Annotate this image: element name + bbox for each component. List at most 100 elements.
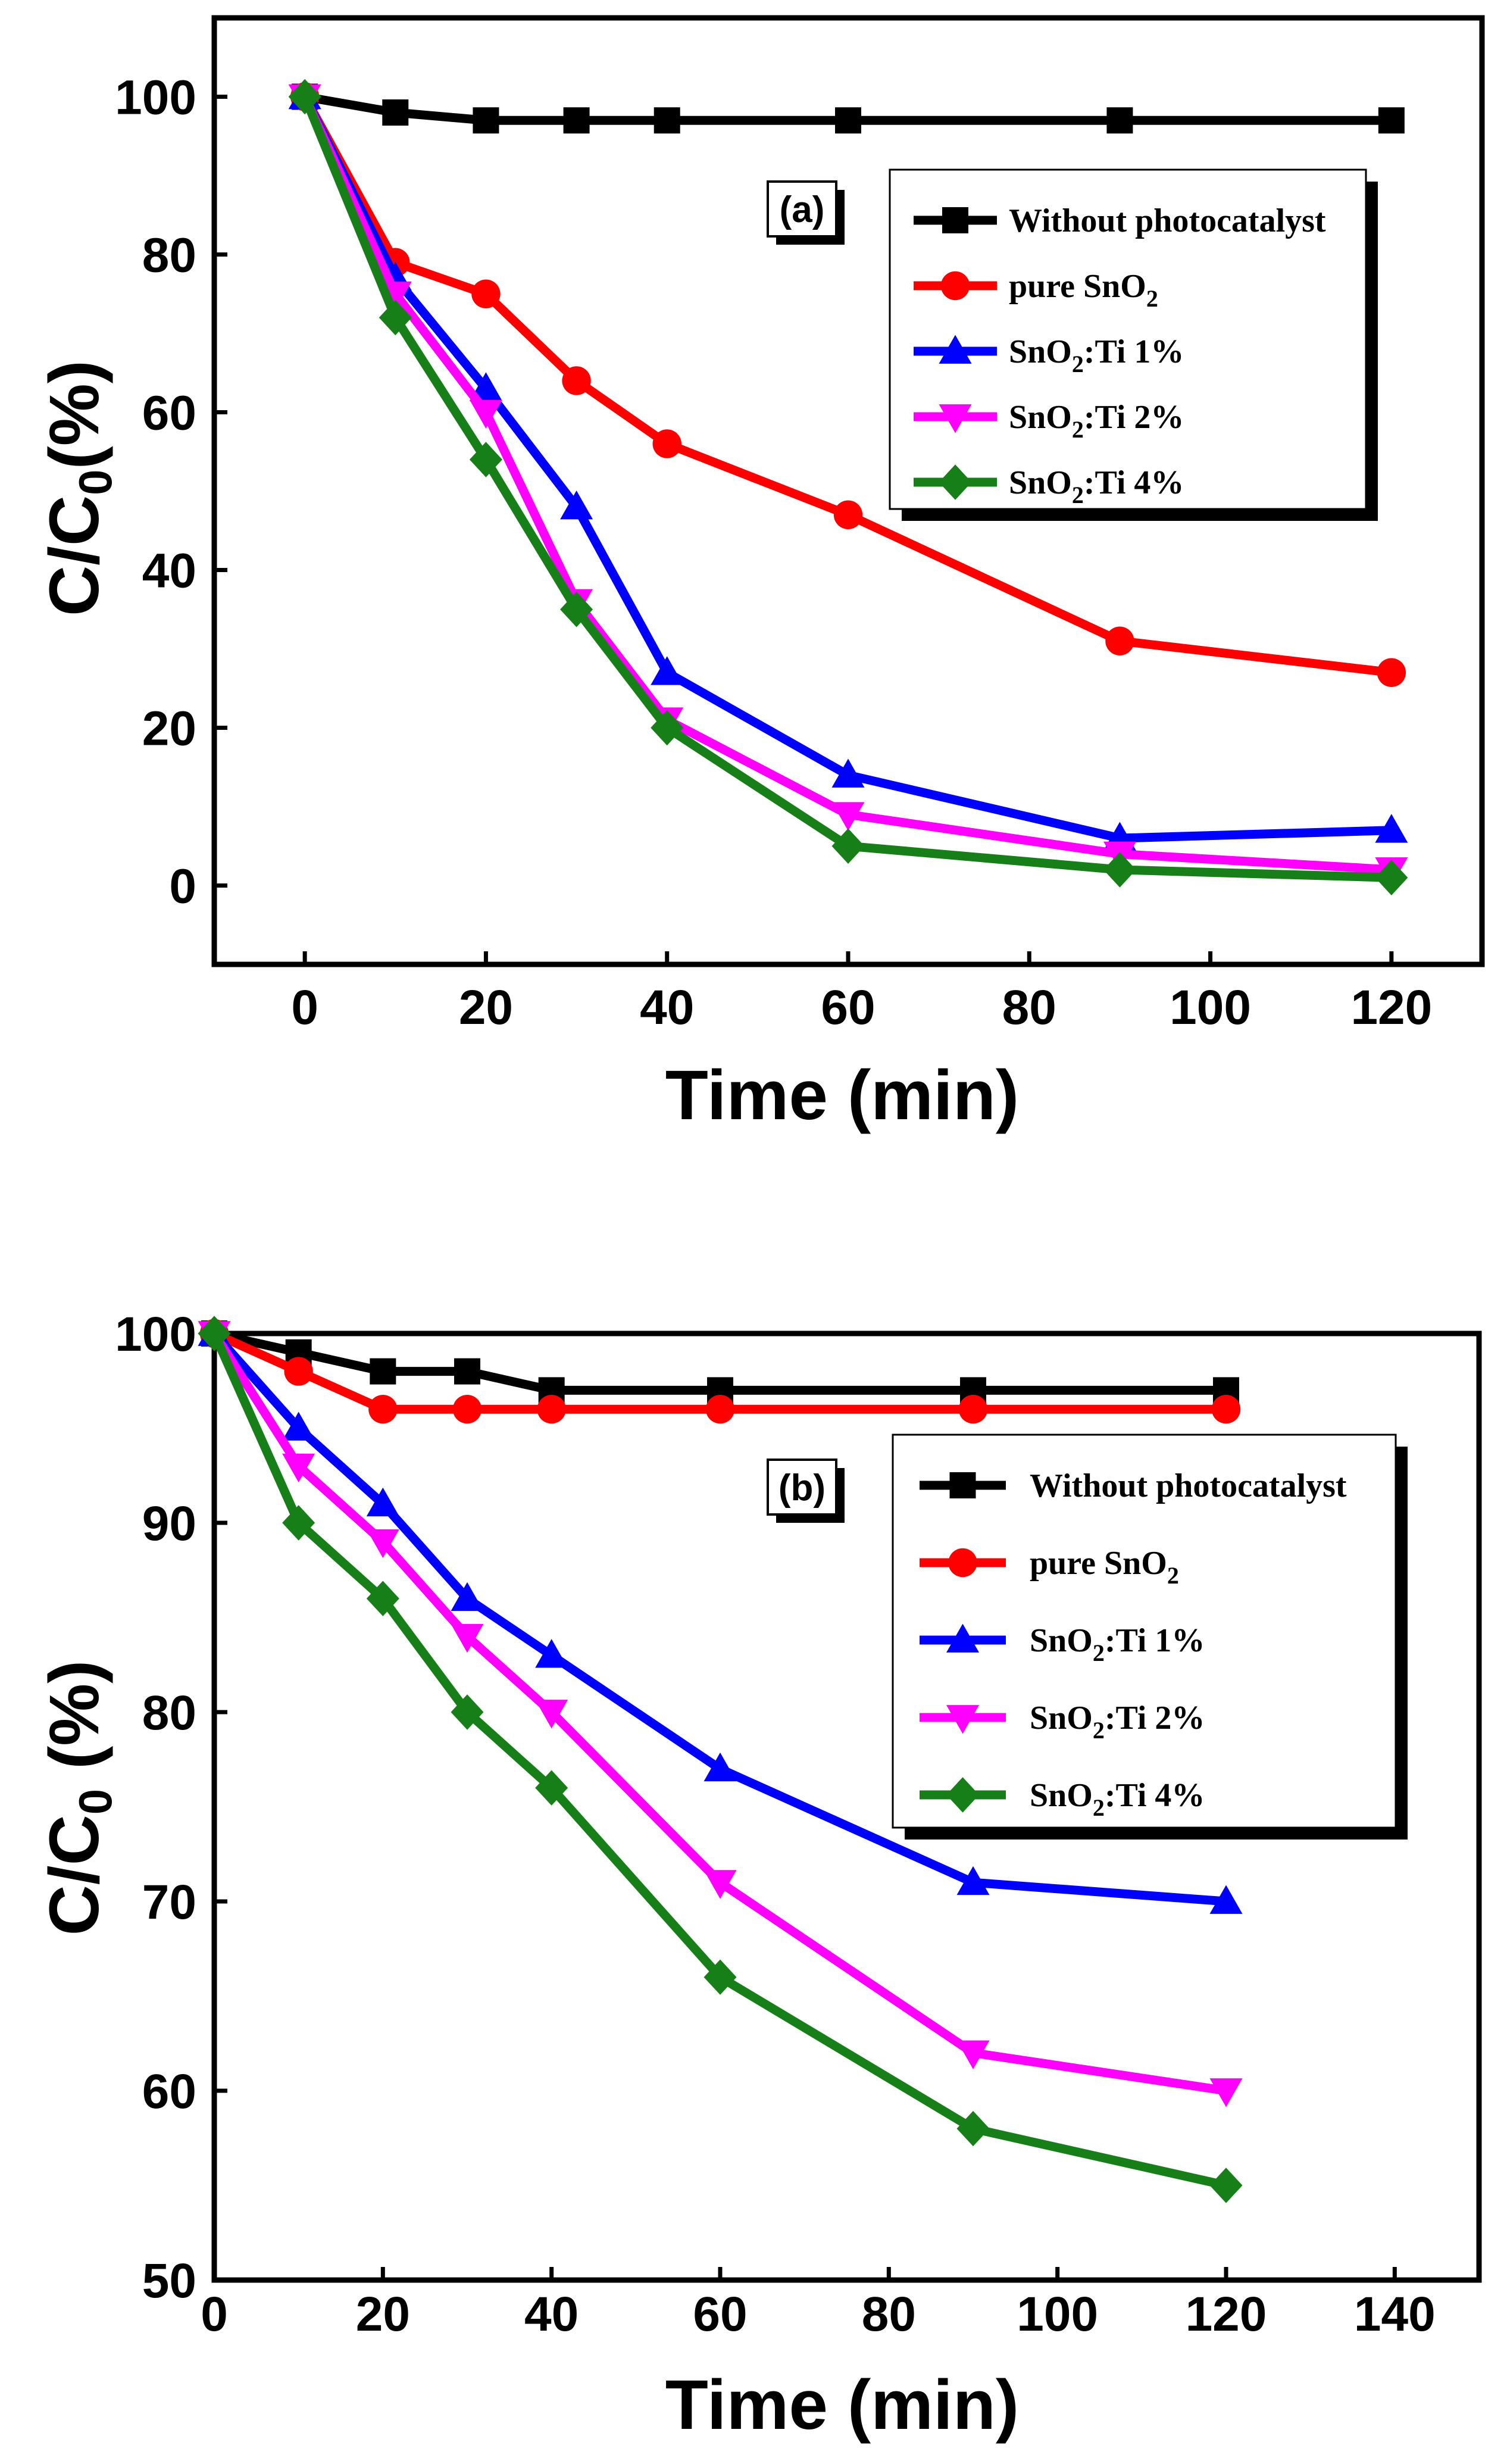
x-tick-label: 60 [821,980,875,1035]
data-point [451,1582,484,1612]
data-point [379,299,412,336]
legend-entry-pure-sno2: pure SnO2 [920,1545,1179,1589]
data-point [833,500,863,529]
x-tick-label: 120 [1186,2287,1267,2341]
y-axis-title: C/C0(%) [35,360,121,616]
legend-label: pure SnO2 [1009,268,1158,312]
data-point [956,2040,990,2069]
panel-label-box [767,180,837,238]
legend-marker [939,335,972,364]
data-point [956,2110,990,2147]
data-point [284,1357,313,1386]
data-point [288,79,321,115]
x-tick-label: 20 [459,980,513,1035]
legend-label: SnO2:Ti 2% [1030,1700,1205,1744]
legend-entry-sno2-ti-2: SnO2:Ti 2% [920,1700,1205,1744]
data-point [651,710,684,746]
x-tick-label: 60 [693,2287,747,2341]
x-tick-label: 0 [291,980,318,1035]
legend-marker [939,404,972,433]
data-point [451,1623,484,1653]
data-point [535,1639,568,1668]
legend-label: Without photocatalyst [1009,202,1326,239]
y-tick-label: 100 [115,1307,196,1361]
data-point [382,99,409,126]
y-tick-label: 40 [142,544,196,598]
series-line-pure-sno2 [212,1329,1226,1414]
legend-entry-without-photocatalyst: Without photocatalyst [914,202,1326,239]
data-point [1106,107,1133,134]
legend: Without photocatalyst pure SnO2 SnO2:Ti 1%… [889,168,1378,521]
data-point [956,1866,990,1895]
data-point [704,1870,737,1899]
chart-panel-b: 50 60 70 80 90 100 0 20 40 60 80 100 120 140 Time (min… [35,1307,1482,2444]
data-point [282,1505,315,1541]
x-tick-label: 0 [201,2287,228,2341]
y-tick-label: 20 [142,702,196,756]
data-point [366,1487,399,1517]
data-point [452,1395,482,1424]
y-tick-label: 60 [142,2065,196,2119]
series-line-without-photocatalyst [304,92,1392,125]
data-point [560,491,593,520]
data-point [469,372,502,401]
series-line-sno2-ti-2 [301,95,1392,875]
data-point [705,1395,735,1424]
x-tick-label: 140 [1354,2287,1436,2341]
data-point [198,1316,231,1351]
y-axis-title-text: C/C0(%) [35,360,121,616]
data-point [1375,860,1408,895]
data-point [958,1395,988,1424]
legend-entry-sno2-ti-1: SnO2:Ti 1% [920,1622,1205,1666]
series-sno2-ti-1 [288,80,1408,851]
series-line-sno2-ti-2 [210,1331,1227,2096]
legend-entry-sno2-ti-1: SnO2:Ti 1% [914,333,1184,377]
panel-label: (b) [778,1467,826,1509]
x-tick-label: 40 [640,980,694,1035]
data-point [1375,814,1408,843]
x-tick-label: 80 [1002,980,1056,1035]
y-tick-label: 100 [115,71,196,125]
series-line-sno2-ti-1 [211,1331,1227,1906]
legend-label: SnO2:Ti 4% [1030,1777,1205,1821]
legend-label: Without photocatalyst [1030,1467,1347,1504]
legend-entry-without-photocatalyst: Without photocatalyst [920,1467,1347,1504]
data-point [535,1770,568,1806]
data-point [562,366,591,395]
data-point [469,399,502,429]
data-point [1209,2078,1243,2107]
y-tick-label: 80 [142,1686,196,1740]
data-point [704,1959,737,1995]
data-point [368,1395,398,1424]
data-point [1211,1395,1241,1424]
data-point [563,107,590,134]
panel-label-box [767,1459,837,1516]
data-point [1377,658,1406,687]
series-line-sno2-ti-4 [301,95,1392,882]
legend-marker [942,207,968,233]
data-point [835,107,861,134]
y-tick-label: 80 [142,229,196,283]
legend-entry-sno2-ti-4: SnO2:Ti 4% [914,464,1184,508]
y-tick-label: 90 [142,1497,196,1551]
data-point [831,758,865,788]
legend-marker [940,271,970,301]
legend-marker [946,1623,979,1653]
legend-label: SnO2:Ti 1% [1030,1622,1205,1666]
data-point [366,1529,399,1559]
x-tick-label: 40 [524,2287,579,2341]
x-tick-label: 100 [1017,2287,1098,2341]
series-line-sno2-ti-1 [301,95,1392,843]
y-tick-label: 70 [142,1875,196,1929]
data-point [652,429,681,458]
legend-marker [949,1472,976,1498]
data-point [1378,107,1405,134]
y-tick-label: 0 [169,860,196,914]
data-point [451,1694,484,1730]
x-tick-label: 120 [1350,980,1432,1035]
data-point [282,1453,315,1483]
data-point [1209,2168,1243,2203]
data-point [473,107,499,134]
data-point [654,107,680,134]
